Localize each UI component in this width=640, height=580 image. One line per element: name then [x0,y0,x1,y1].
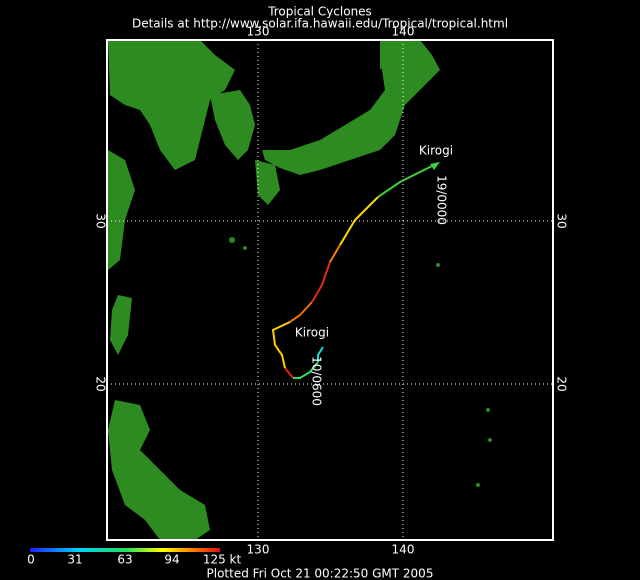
lon-label: 140 [392,543,415,557]
subtitle: Details at http://www.solar.ifa.hawaii.e… [132,17,508,31]
lat-label: 20 [94,376,108,391]
legend-label: 125 kt [203,553,242,567]
legend-label: 94 [164,553,179,567]
storm-name: Kirogi [419,144,453,158]
footer: Plotted Fri Oct 21 00:22:50 GMT 2005 [207,567,434,580]
storm-time: 19/0000 [435,175,449,225]
legend-label: 31 [67,553,82,567]
lon-label: 130 [247,25,270,39]
lat-label: 20 [555,376,569,391]
legend-label: 63 [117,553,132,567]
title: Tropical Cyclones [267,5,372,19]
lat-label: 30 [94,213,108,228]
storm-name: Kirogi [295,326,329,340]
land [108,40,492,540]
lon-label: 140 [392,25,415,39]
map-frame [106,39,554,541]
lat-label: 30 [555,213,569,228]
storm-track [271,162,440,379]
storm-time: 10/0600 [310,356,324,406]
graticule [107,40,553,540]
legend-label: 0 [27,553,35,567]
color-bar [30,548,220,552]
lon-label: 130 [247,543,270,557]
